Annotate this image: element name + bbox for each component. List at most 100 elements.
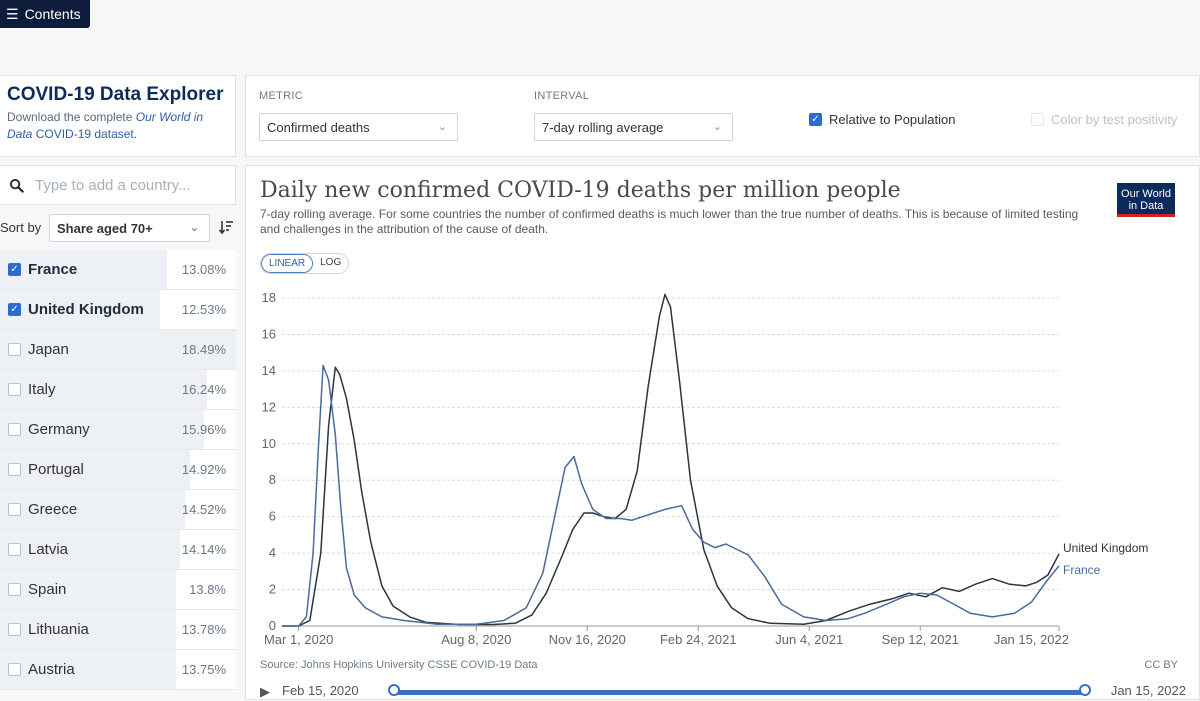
checkbox-checked-icon: ✓ bbox=[809, 113, 822, 126]
x-tick-label: Feb 24, 2021 bbox=[660, 632, 737, 647]
share-bar bbox=[0, 570, 177, 609]
country-name: Austria bbox=[28, 661, 75, 678]
x-tick-label: Jan 15, 2022 bbox=[994, 632, 1069, 647]
log-scale-button[interactable]: LOG bbox=[320, 257, 342, 268]
timeline: ▶ Feb 15, 2020 Jan 15, 2022 bbox=[260, 681, 1186, 701]
country-value: 15.96% bbox=[181, 422, 226, 437]
metric-select[interactable]: Confirmed deaths ⌄ bbox=[259, 113, 458, 141]
country-value: 18.49% bbox=[181, 342, 226, 357]
country-value: 14.14% bbox=[181, 542, 226, 557]
interval-label: INTERVAL bbox=[534, 90, 590, 102]
search-input[interactable] bbox=[33, 175, 217, 195]
country-name: Italy bbox=[28, 381, 56, 398]
checkbox-checked-icon[interactable]: ✓ bbox=[8, 263, 21, 276]
checkbox-icon[interactable] bbox=[8, 623, 21, 636]
sort-order-icon[interactable] bbox=[218, 219, 234, 235]
scale-toggle: LINEAR LOG bbox=[260, 253, 350, 274]
share-bar bbox=[0, 610, 176, 649]
y-tick-label: 18 bbox=[262, 290, 276, 305]
checkbox-icon[interactable] bbox=[8, 463, 21, 476]
controls-panel: METRIC Confirmed deaths ⌄ INTERVAL 7-day… bbox=[245, 75, 1200, 157]
country-value: 16.24% bbox=[181, 382, 226, 397]
country-row[interactable]: Austria 13.75% bbox=[0, 650, 236, 690]
share-bar bbox=[0, 250, 167, 289]
country-row[interactable]: Portugal 14.92% bbox=[0, 450, 236, 490]
country-row[interactable]: Lithuania 13.78% bbox=[0, 610, 236, 650]
y-tick-label: 2 bbox=[269, 582, 276, 597]
country-row[interactable]: ✓ France 13.08% bbox=[0, 250, 236, 290]
timeline-track[interactable] bbox=[394, 690, 1085, 695]
x-tick-label: Aug 8, 2020 bbox=[441, 632, 511, 647]
share-bar bbox=[0, 490, 186, 529]
interval-select[interactable]: 7-day rolling average ⌄ bbox=[534, 113, 733, 141]
country-row[interactable]: ✓ United Kingdom 12.53% bbox=[0, 290, 236, 330]
chart-title: Daily new confirmed COVID-19 deaths per … bbox=[260, 178, 901, 203]
timeline-start-label: Feb 15, 2020 bbox=[282, 683, 359, 698]
country-row[interactable]: Japan 18.49% bbox=[0, 330, 236, 370]
y-tick-label: 16 bbox=[262, 326, 276, 341]
owid-logo[interactable]: Our World in Data bbox=[1117, 183, 1175, 217]
y-tick-label: 4 bbox=[269, 545, 276, 560]
country-value: 13.8% bbox=[189, 582, 226, 597]
country-value: 14.52% bbox=[181, 502, 226, 517]
country-row[interactable]: Latvia 14.14% bbox=[0, 530, 236, 570]
series-line bbox=[282, 364, 1060, 627]
chevron-down-icon: ⌄ bbox=[437, 121, 447, 133]
checkbox-checked-icon[interactable]: ✓ bbox=[8, 303, 21, 316]
dataset-link[interactable]: COVID-19 dataset. bbox=[35, 127, 138, 141]
owid-link[interactable]: Our World in Data bbox=[7, 110, 204, 141]
country-value: 12.53% bbox=[181, 302, 226, 317]
checkbox-icon[interactable] bbox=[8, 583, 21, 596]
contents-button[interactable]: ☰ Contents bbox=[0, 0, 90, 28]
metric-label: METRIC bbox=[259, 90, 303, 102]
relative-to-population-toggle[interactable]: ✓ Relative to Population bbox=[809, 112, 955, 127]
checkbox-icon[interactable] bbox=[8, 503, 21, 516]
checkbox-icon[interactable] bbox=[8, 423, 21, 436]
timeline-end-handle[interactable] bbox=[1079, 684, 1091, 696]
checkbox-icon[interactable] bbox=[8, 663, 21, 676]
y-tick-label: 6 bbox=[269, 509, 276, 524]
search-icon bbox=[9, 178, 24, 193]
checkbox-icon[interactable] bbox=[8, 343, 21, 356]
sort-row: Sort by Share aged 70+ ⌄ bbox=[0, 214, 236, 242]
share-bar bbox=[0, 290, 160, 329]
play-icon[interactable]: ▶ bbox=[260, 684, 270, 699]
sort-select[interactable]: Share aged 70+ ⌄ bbox=[49, 214, 210, 242]
share-bar bbox=[0, 370, 208, 409]
country-name: Lithuania bbox=[28, 621, 89, 638]
y-tick-label: 0 bbox=[269, 618, 276, 633]
country-name: Greece bbox=[28, 501, 78, 518]
series-label: France bbox=[1063, 563, 1101, 577]
series-line bbox=[282, 293, 1060, 627]
y-tick-label: 8 bbox=[269, 472, 276, 487]
y-tick-label: 14 bbox=[262, 363, 276, 378]
linear-scale-button[interactable]: LINEAR bbox=[261, 254, 314, 273]
checkbox-icon[interactable] bbox=[8, 383, 21, 396]
country-name: France bbox=[28, 261, 78, 278]
country-search bbox=[0, 165, 236, 205]
country-row[interactable]: Italy 16.24% bbox=[0, 370, 236, 410]
country-name: United Kingdom bbox=[28, 301, 144, 318]
sort-label: Sort by bbox=[0, 220, 42, 235]
share-bar bbox=[0, 530, 181, 569]
chevron-down-icon: ⌄ bbox=[712, 121, 722, 133]
explorer-title: COVID-19 Data Explorer bbox=[7, 84, 224, 105]
contents-label: Contents bbox=[24, 6, 81, 22]
x-tick-label: Jun 4, 2021 bbox=[775, 632, 843, 647]
chart-subtitle: 7-day rolling average. For some countrie… bbox=[260, 207, 1079, 236]
country-value: 13.08% bbox=[181, 262, 226, 277]
hamburger-icon: ☰ bbox=[6, 5, 19, 22]
share-bar bbox=[0, 330, 236, 369]
country-name: Latvia bbox=[28, 541, 69, 558]
license-link[interactable]: CC BY bbox=[1144, 659, 1178, 671]
checkbox-icon[interactable] bbox=[8, 543, 21, 556]
country-row[interactable]: Greece 14.52% bbox=[0, 490, 236, 530]
y-tick-label: 10 bbox=[262, 436, 276, 451]
country-row[interactable]: Spain 13.8% bbox=[0, 570, 236, 610]
explorer-description: Download the complete Our World in Data … bbox=[7, 110, 204, 141]
y-tick-label: 12 bbox=[262, 399, 276, 414]
country-name: Portugal bbox=[28, 461, 84, 478]
country-row[interactable]: Germany 15.96% bbox=[0, 410, 236, 450]
color-by-test-positivity-toggle[interactable]: Color by test positivity bbox=[1031, 112, 1177, 127]
timeline-start-handle[interactable] bbox=[388, 684, 400, 696]
